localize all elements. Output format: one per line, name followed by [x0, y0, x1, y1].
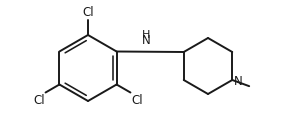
Text: Cl: Cl — [131, 94, 143, 106]
Text: H: H — [142, 30, 150, 40]
Text: Cl: Cl — [33, 94, 45, 106]
Text: Cl: Cl — [82, 6, 94, 19]
Text: N: N — [142, 34, 151, 47]
Text: N: N — [234, 75, 243, 87]
